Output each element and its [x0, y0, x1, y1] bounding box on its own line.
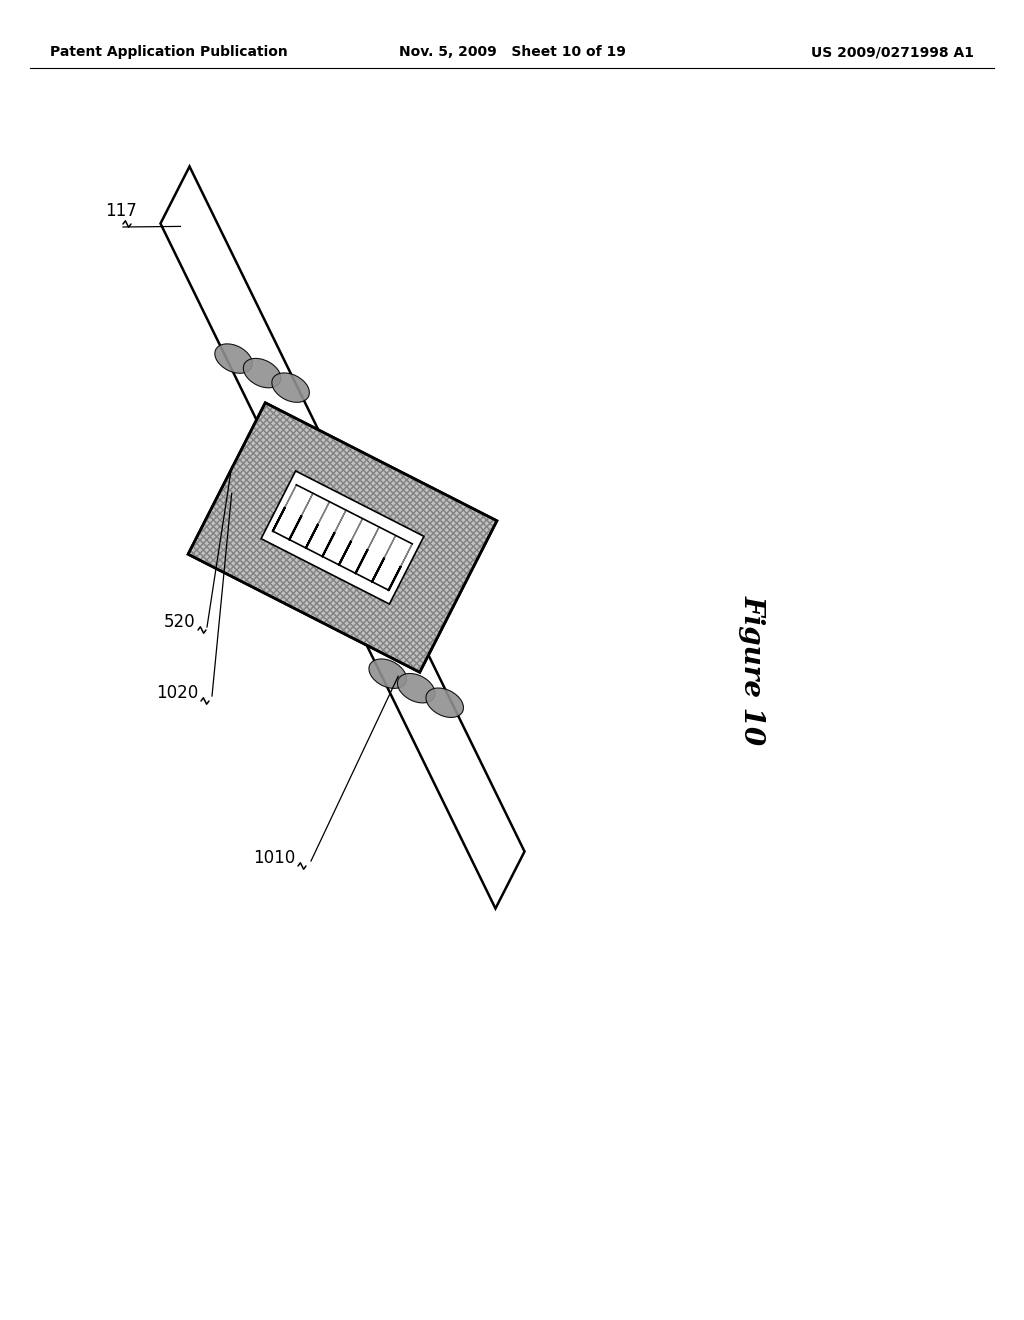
Text: 520: 520	[164, 612, 195, 631]
Polygon shape	[261, 471, 424, 605]
Text: 1020: 1020	[156, 684, 198, 702]
Text: US 2009/0271998 A1: US 2009/0271998 A1	[811, 45, 974, 59]
Ellipse shape	[397, 673, 435, 704]
Ellipse shape	[244, 359, 281, 388]
Ellipse shape	[369, 659, 407, 689]
Polygon shape	[161, 166, 524, 908]
Ellipse shape	[215, 343, 252, 374]
Ellipse shape	[426, 688, 464, 718]
Polygon shape	[188, 403, 497, 672]
Text: Figure 10: Figure 10	[738, 595, 766, 744]
Text: Patent Application Publication: Patent Application Publication	[50, 45, 288, 59]
Text: 1010: 1010	[253, 849, 295, 867]
Ellipse shape	[271, 374, 309, 403]
Text: 117: 117	[105, 202, 137, 220]
Text: Nov. 5, 2009   Sheet 10 of 19: Nov. 5, 2009 Sheet 10 of 19	[398, 45, 626, 59]
